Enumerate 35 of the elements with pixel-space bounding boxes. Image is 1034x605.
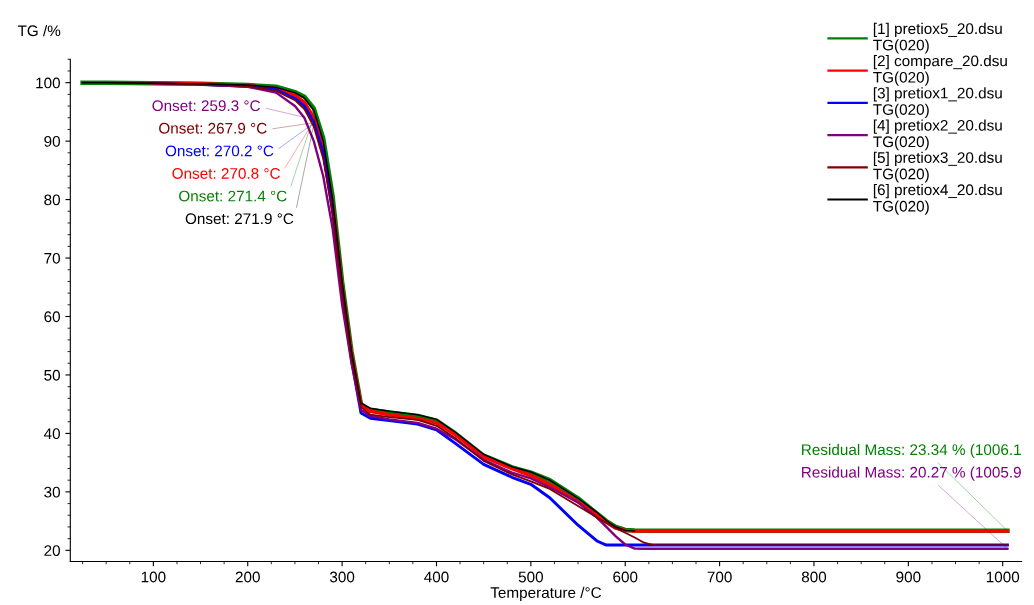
x-tick-label: 900 xyxy=(896,571,921,583)
y-tick-label: 20 xyxy=(44,545,60,557)
annotation: Onset: 271.4 °C xyxy=(179,190,287,202)
annotation: Onset: 270.2 °C xyxy=(165,145,274,157)
legend-label: [2] compare_20.dsu TG(020) xyxy=(873,55,1007,86)
annotation: Onset: 271.9 °C xyxy=(185,213,294,225)
legend-label: [1] pretiox5_20.dsu TG(020) xyxy=(873,22,1002,54)
y-tick-label: 90 xyxy=(44,136,60,147)
annotation: Onset: 259.3 °C xyxy=(152,100,260,112)
y-axis-title: TG /% xyxy=(17,24,61,37)
x-tick-label: 400 xyxy=(424,571,449,583)
annotation: Onset: 267.9 °C xyxy=(159,122,267,134)
y-tick-label: 30 xyxy=(44,486,60,498)
y-tick-label: 100 xyxy=(36,77,60,89)
y-tick-label: 60 xyxy=(44,311,60,323)
x-tick-label: 500 xyxy=(518,571,543,583)
legend-label: [5] pretiox3_20.dsu TG(020) xyxy=(873,151,1002,183)
legend-label: [6] pretiox4_20.dsu TG(020) xyxy=(873,183,1002,215)
y-tick-label: 80 xyxy=(44,194,60,206)
legend-label: [3] pretiox1_20.dsu TG(020) xyxy=(873,87,1002,118)
x-tick-label: 700 xyxy=(707,571,732,583)
x-tick-label: 600 xyxy=(613,571,638,583)
x-tick-label: 300 xyxy=(329,571,355,583)
x-tick-label: 200 xyxy=(235,571,260,583)
y-tick-label: 50 xyxy=(44,369,60,381)
x-axis-title: Temperature /°C xyxy=(490,586,602,602)
legend-label: [4] pretiox2_20.dsu TG(020) xyxy=(873,119,1002,151)
x-tick-label: 100 xyxy=(141,571,166,583)
annotation: Onset: 270.8 °C xyxy=(172,168,280,179)
x-tick-label: 1000 xyxy=(986,571,1020,583)
y-tick-label: 40 xyxy=(43,428,60,440)
annotation: Residual Mass: 20.27 % (1005.9 xyxy=(802,466,1021,481)
y-tick-label: 70 xyxy=(44,252,60,264)
x-tick-label: 800 xyxy=(801,571,827,583)
annotation: Residual Mass: 23.34 % (1006.1 xyxy=(802,443,1021,459)
